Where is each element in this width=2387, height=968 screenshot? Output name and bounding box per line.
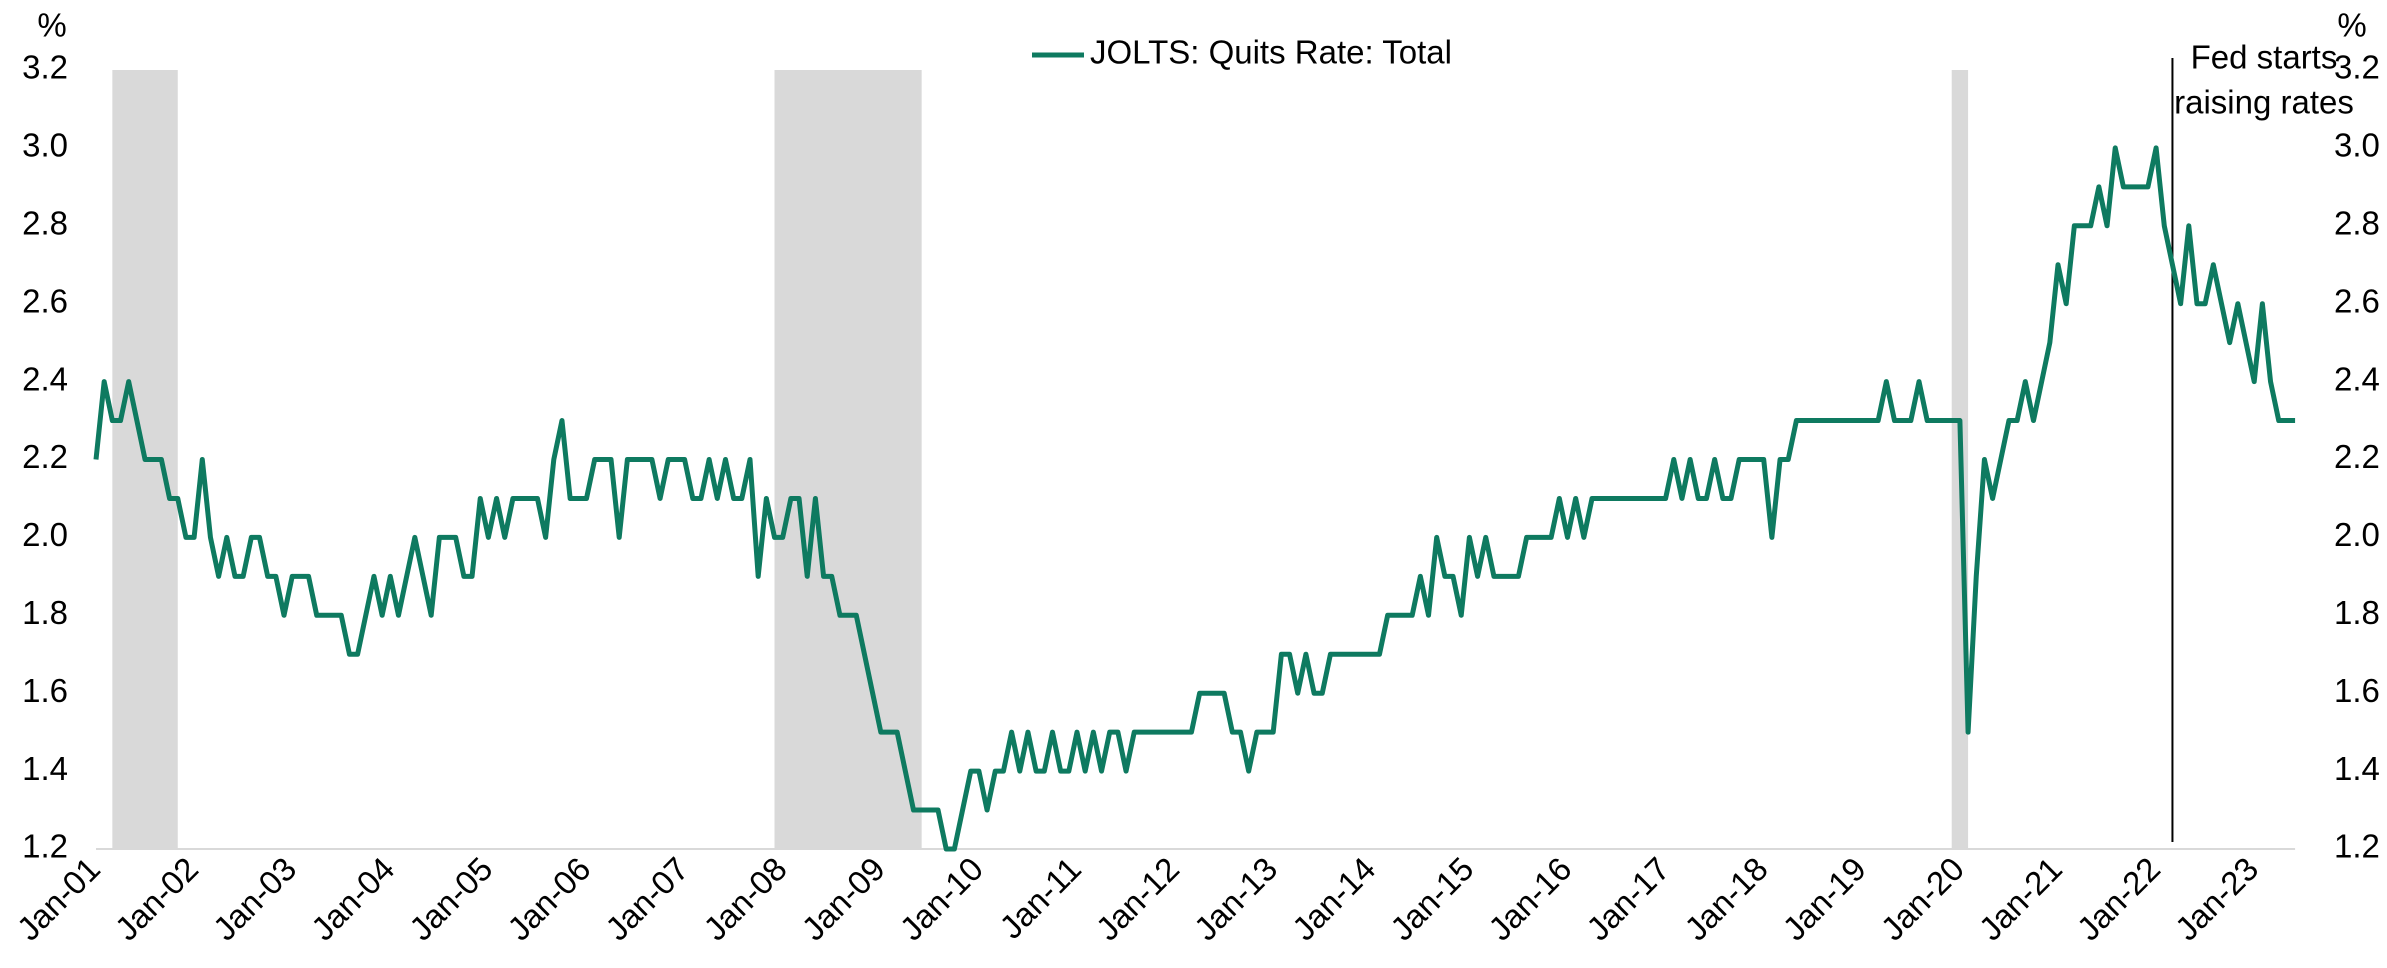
y2-tick-label: 1.6 <box>2334 672 2380 709</box>
y-tick-label: 1.4 <box>22 750 68 787</box>
y-tick-label: 2.2 <box>22 438 68 475</box>
y-tick-label: 2.6 <box>22 282 68 319</box>
annotation-text: Fed starts <box>2191 39 2338 76</box>
y-tick-label: 1.8 <box>22 594 68 631</box>
shaded-period <box>774 70 922 849</box>
x-tick-label: Jan-20 <box>1874 850 1972 948</box>
x-tick-label: Jan-17 <box>1579 850 1677 948</box>
x-tick-label: Jan-08 <box>696 850 794 948</box>
y-tick-label: 2.0 <box>22 516 68 553</box>
x-tick-label: Jan-19 <box>1775 850 1873 948</box>
legend-label: JOLTS: Quits Rate: Total <box>1090 34 1452 71</box>
x-tick-label: Jan-03 <box>206 850 304 948</box>
x-tick-label: Jan-02 <box>108 850 206 948</box>
y2-tick-label: 2.4 <box>2334 360 2380 397</box>
x-tick-label: Jan-21 <box>1972 850 2070 948</box>
y2-tick-label: 2.2 <box>2334 438 2380 475</box>
y-unit: % <box>37 7 66 44</box>
y2-tick-label: 2.6 <box>2334 282 2380 319</box>
y-tick-label: 2.8 <box>22 205 68 242</box>
y2-tick-label: 1.4 <box>2334 750 2380 787</box>
x-tick-label: Jan-16 <box>1481 850 1579 948</box>
x-tick-label: Jan-04 <box>304 850 402 948</box>
x-tick-label: Jan-12 <box>1089 850 1187 948</box>
x-tick-label: Jan-05 <box>402 850 500 948</box>
y2-tick-label: 2.8 <box>2334 205 2380 242</box>
x-tick-label: Jan-06 <box>500 850 598 948</box>
y-tick-label: 1.2 <box>22 828 68 865</box>
y-tick-label: 1.6 <box>22 672 68 709</box>
y2-tick-label: 2.0 <box>2334 516 2380 553</box>
x-tick-label: Jan-18 <box>1677 850 1775 948</box>
x-tick-label: Jan-07 <box>598 850 696 948</box>
x-tick-label: Jan-14 <box>1285 850 1383 948</box>
x-tick-label: Jan-11 <box>992 850 1088 946</box>
y2-unit: % <box>2337 7 2366 44</box>
y2-tick-label: 3.2 <box>2334 49 2380 86</box>
y2-tick-label: 1.2 <box>2334 828 2380 865</box>
series-line <box>93 145 2296 852</box>
x-tick-label: Jan-09 <box>794 850 892 948</box>
x-tick-label: Jan-23 <box>2168 850 2266 948</box>
y2-tick-label: 3.0 <box>2334 127 2380 164</box>
y2-tick-label: 1.8 <box>2334 594 2380 631</box>
x-tick-label: Jan-13 <box>1187 850 1285 948</box>
x-tick-label: Jan-22 <box>2070 850 2168 948</box>
x-tick-label: Jan-15 <box>1383 850 1481 948</box>
y-tick-label: 3.2 <box>22 49 68 86</box>
y-tick-label: 2.4 <box>22 360 68 397</box>
x-tick-label: Jan-10 <box>893 850 991 948</box>
y-tick-label: 3.0 <box>22 127 68 164</box>
annotation-text: raising rates <box>2174 84 2354 121</box>
